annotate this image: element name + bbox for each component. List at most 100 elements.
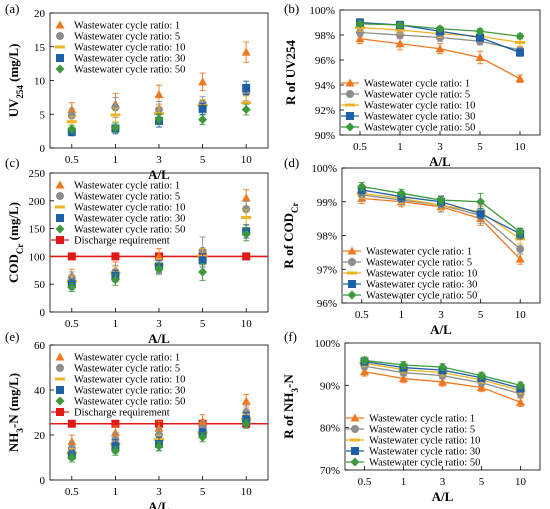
y-axis-title: R of CODCr [281,202,300,268]
data-point [110,113,121,117]
data-point [198,256,207,265]
x-axis-title: A/L [432,489,454,504]
data-point [475,53,485,61]
x-tick-label: 3 [438,309,444,321]
legend-label: Wastewater cycle ratio: 1 [369,414,475,425]
y-axis-title: R of UV254 [283,40,298,105]
y-tick-label: 96% [315,55,335,67]
data-point [154,90,164,99]
data-point [110,446,120,456]
data-point [111,103,120,112]
data-point [435,24,445,34]
y-tick-label: 0 [40,475,46,487]
discharge-requirement-marker [67,252,76,261]
data-point [67,124,77,134]
data-point [154,251,164,260]
x-tick-label: 10 [515,476,527,488]
legend-label: Discharge requirement [74,408,170,419]
data-point [477,371,486,381]
data-point [241,101,252,105]
y-tick-label: 98% [317,231,337,243]
data-point [438,362,447,372]
panel-letter: (c) [5,155,19,170]
legend-label: Wastewater cycle ratio: 50 [366,291,477,302]
panel-letter: (f) [284,329,297,344]
legend-label: Wastewater cycle ratio: 50 [74,65,185,76]
x-tick-label: 3 [437,141,443,153]
legend-label: Wastewater cycle ratio: 5 [369,425,475,436]
data-point [110,275,120,285]
legend-label: Wastewater cycle ratio: 1 [74,181,180,192]
legend-marker [345,122,355,132]
data-point [435,44,445,53]
legend-marker [350,438,360,442]
x-tick-label: 3 [440,476,446,488]
data-point [241,419,251,429]
series-4 [67,227,251,292]
legend-label: Wastewater cycle ratio: 30 [364,112,475,123]
legend-marker [345,78,355,87]
legend-marker [350,413,360,422]
x-tick-label: 1 [113,318,119,330]
legend-marker [347,290,357,300]
legend-label: Discharge requirement [74,236,170,247]
y-tick-label: 40 [34,385,46,397]
data-point [360,355,369,365]
y-tick-label: 100% [309,5,335,17]
legend-label: Wastewater cycle ratio: 5 [364,90,470,101]
data-point [395,39,405,48]
data-point [198,417,208,425]
y-axis-title: UV254 (mg/L) [6,44,25,118]
legend-marker [55,205,65,209]
y-tick-label: 100 [29,251,46,263]
x-tick-label: 0.5 [355,309,369,321]
data-point [66,120,77,124]
data-point [154,423,164,432]
legend-label: Wastewater cycle ratio: 1 [366,247,472,258]
panel-letter: (a) [5,1,19,16]
data-point [438,377,447,386]
x-tick-label: 10 [241,486,253,498]
legend-label: Wastewater cycle ratio: 30 [74,214,185,225]
y-tick-label: 10 [34,76,46,88]
legend-label: Wastewater cycle ratio: 10 [74,203,185,214]
data-point [198,77,208,86]
y-tick-label: 0 [40,307,46,319]
series-4 [357,182,525,237]
legend-marker [351,447,359,455]
legend-label: Wastewater cycle ratio: 10 [369,436,480,447]
legend-marker [55,45,65,49]
data-point [477,382,486,391]
data-point [67,111,76,120]
data-point [395,20,405,30]
x-tick-label: 5 [478,309,484,321]
series-4 [67,103,251,134]
y-tick-label: 15 [34,42,46,54]
legend-label: Wastewater cycle ratio: 30 [369,447,480,458]
data-point [355,19,365,29]
x-tick-label: 0.5 [65,318,79,330]
data-point [515,41,525,44]
y-tick-label: 60 [34,340,46,352]
data-point [154,441,164,451]
x-tick-label: 3 [156,486,162,498]
legend-marker [55,396,65,406]
legend-marker [350,457,360,467]
y-tick-label: 250 [29,168,46,180]
x-tick-label: 1 [399,309,405,321]
legend-marker [56,32,64,40]
data-point [516,380,525,390]
legend-label: Wastewater cycle ratio: 5 [74,32,180,43]
data-point [515,74,525,83]
panel-b: 90% 92% 94% 96% 98% 100% 0.5 1 3 5 10 A/L R of UV254… [283,1,541,169]
legend-label: Wastewater cycle ratio: 5 [366,258,472,269]
x-tick-label: 10 [515,141,527,153]
data-point [110,428,120,437]
legend-label: Wastewater cycle ratio: 30 [74,54,185,65]
y-tick-label: 97% [317,264,337,276]
x-tick-label: 10 [241,318,253,330]
legend-label: Wastewater cycle ratio: 1 [364,79,470,90]
data-point [241,193,251,202]
